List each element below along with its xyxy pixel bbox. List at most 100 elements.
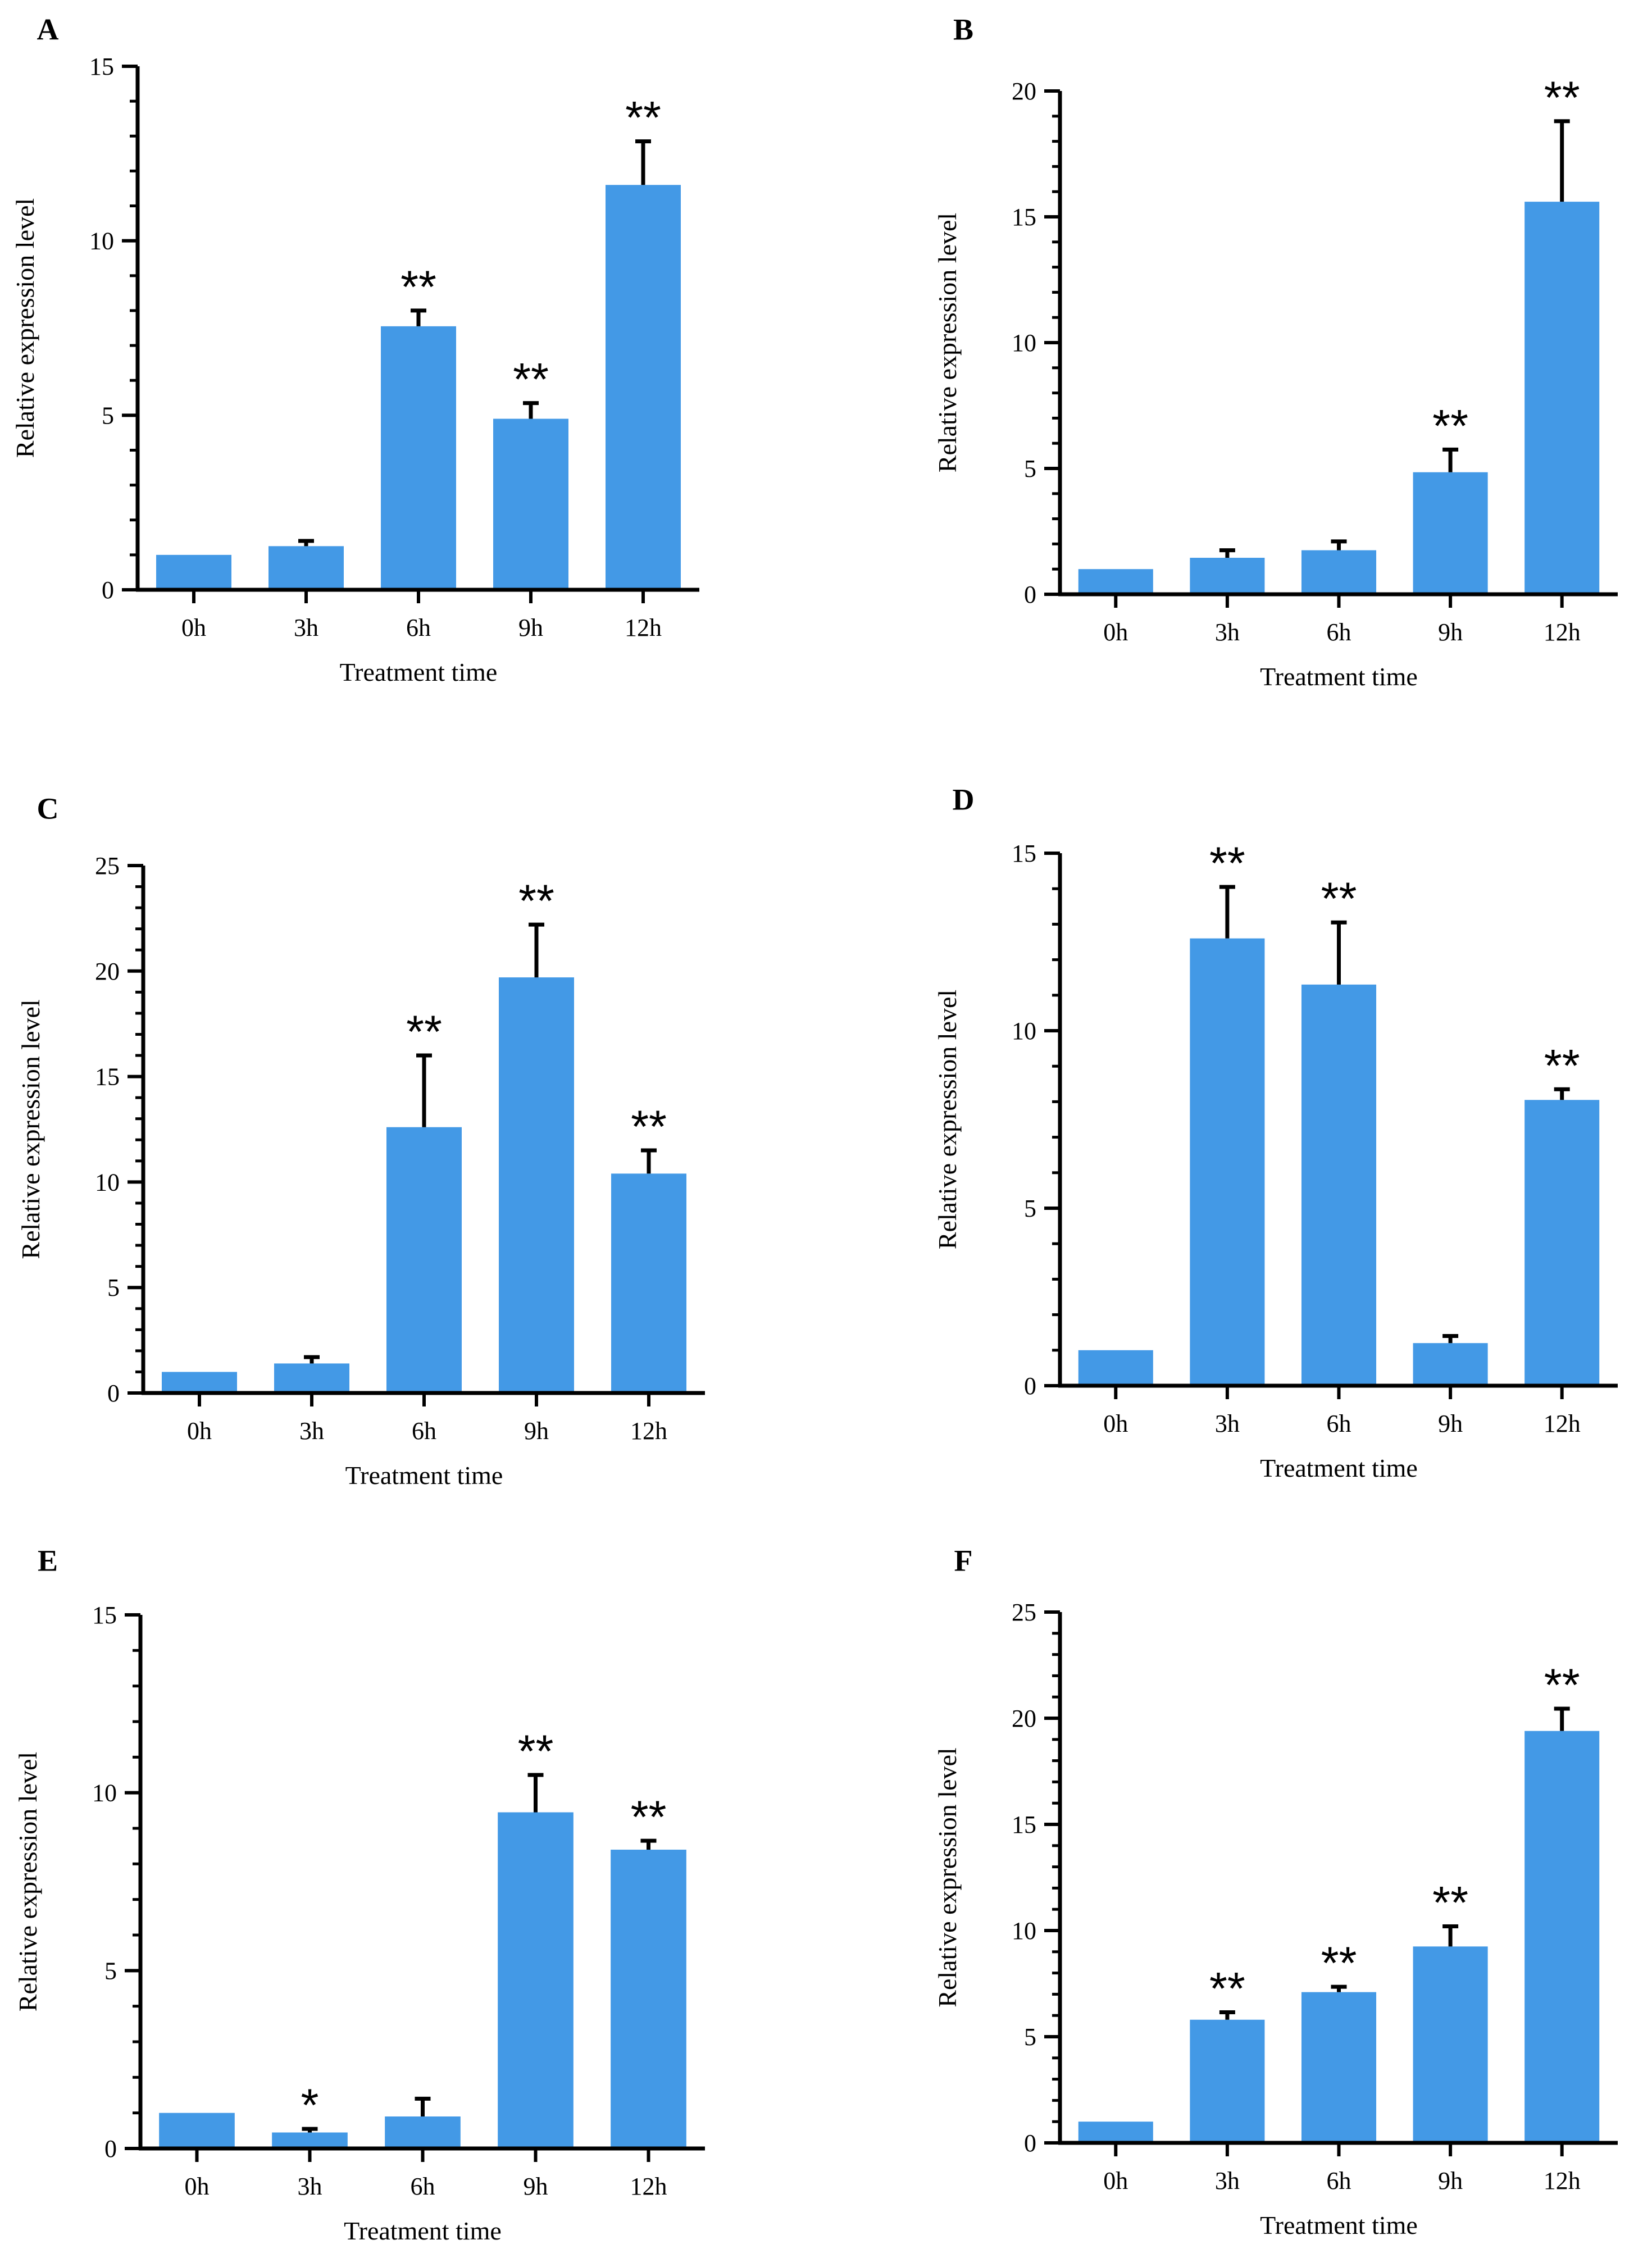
y-tick-label-c-20: 20 [95, 958, 120, 985]
panel-label-b: B [953, 12, 973, 46]
significance-e-12h: ** [631, 1792, 667, 1843]
bar-c-9h [499, 977, 574, 1393]
y-axis-title-b: Relative expression level [933, 213, 962, 472]
y-tick-label-e-0: 0 [104, 2135, 117, 2163]
panel-c: C 0h 3h ** 6h ** 9h ** 12h 0 5 10 15 20 25 Treatment ti… [0, 755, 826, 1511]
x-tick-label-e-12h: 12h [630, 2173, 667, 2200]
panel-d: D 0h ** 3h ** 6h 9h ** 12h 0 5 10 15 Treatment time Re… [826, 755, 1651, 1511]
y-tick-label-e-15: 15 [92, 1601, 117, 1629]
panel-label-c: C [37, 791, 59, 825]
x-tick-label-d-0h: 0h [1103, 1410, 1128, 1437]
significance-f-6h: ** [1321, 1938, 1357, 1989]
bar-a-9h [493, 418, 568, 590]
x-tick-label-a-0h: 0h [181, 614, 206, 641]
x-axis-title-d: Treatment time [1260, 1454, 1418, 1482]
significance-c-9h: ** [518, 876, 554, 927]
x-axis-title-a: Treatment time [340, 658, 498, 686]
x-tick-label-a-12h: 12h [625, 614, 662, 641]
panel-b: B 0h 3h 6h ** 9h ** 12h 0 5 10 15 20 Treatment time Re… [826, 0, 1651, 755]
x-axis-title-c: Treatment time [345, 1461, 503, 1490]
x-tick-label-c-3h: 3h [299, 1417, 324, 1445]
panel-label-e: E [38, 1544, 58, 1577]
x-axis-title-b: Treatment time [1260, 662, 1418, 691]
significance-c-6h: ** [406, 1007, 442, 1058]
significance-d-12h: ** [1544, 1040, 1580, 1091]
x-tick-label-a-3h: 3h [294, 614, 318, 641]
x-tick-label-b-0h: 0h [1103, 618, 1128, 646]
significance-f-9h: ** [1432, 1877, 1468, 1928]
bar-d-6h [1301, 984, 1377, 1386]
significance-a-9h: ** [513, 354, 549, 406]
bar-d-3h [1190, 938, 1265, 1386]
bar-c-6h [386, 1127, 462, 1393]
y-axis-title-d: Relative expression level [933, 990, 962, 1249]
y-tick-label-f-15: 15 [1012, 1811, 1036, 1838]
x-tick-label-e-0h: 0h [185, 2173, 210, 2200]
y-tick-label-f-5: 5 [1024, 2023, 1036, 2051]
x-tick-label-d-12h: 12h [1544, 1410, 1581, 1437]
x-tick-label-e-6h: 6h [411, 2173, 435, 2200]
panel-label-d: D [953, 782, 975, 816]
y-tick-label-b-10: 10 [1012, 329, 1036, 357]
x-tick-label-b-3h: 3h [1215, 618, 1240, 646]
x-tick-label-c-9h: 9h [524, 1417, 549, 1445]
y-tick-label-d-15: 15 [1012, 840, 1036, 867]
significance-e-3h: * [301, 2080, 319, 2131]
y-tick-label-d-0: 0 [1024, 1372, 1036, 1400]
x-tick-label-f-0h: 0h [1103, 2167, 1128, 2195]
bar-f-3h [1190, 2019, 1265, 2143]
significance-e-9h: ** [518, 1726, 554, 1777]
chart-a-svg: A 0h 3h ** 6h ** 9h ** 12h 0 5 10 15 Treatment time Re… [11, 12, 699, 686]
y-tick-label-d-5: 5 [1024, 1195, 1036, 1222]
bar-c-3h [274, 1363, 349, 1393]
chart-c-svg: C 0h 3h ** 6h ** 9h ** 12h 0 5 10 15 20 25 Treatment ti… [16, 791, 705, 1490]
significance-c-12h: ** [631, 1101, 667, 1153]
y-tick-label-f-25: 25 [1012, 1599, 1036, 1626]
x-tick-label-b-6h: 6h [1327, 618, 1351, 646]
bar-e-3h [272, 2132, 348, 2148]
chart-d-svg: D 0h ** 3h ** 6h 9h ** 12h 0 5 10 15 Treatment time Re… [933, 782, 1618, 1482]
bar-a-0h [156, 554, 231, 590]
y-tick-label-c-15: 15 [95, 1063, 120, 1091]
bar-f-9h [1413, 1946, 1488, 2143]
y-axis-title-c: Relative expression level [16, 999, 45, 1259]
x-tick-label-d-9h: 9h [1438, 1410, 1463, 1437]
y-tick-label-e-10: 10 [92, 1779, 117, 1807]
y-tick-label-b-5: 5 [1024, 455, 1036, 482]
panel-label-f: F [954, 1544, 973, 1577]
y-tick-label-a-10: 10 [89, 227, 114, 255]
bar-e-12h [611, 1850, 686, 2148]
x-tick-label-a-6h: 6h [406, 614, 431, 641]
x-tick-label-e-9h: 9h [524, 2173, 548, 2200]
y-tick-label-c-25: 25 [95, 852, 120, 880]
panel-a: A 0h 3h ** 6h ** 9h ** 12h 0 5 10 15 Treatment time Re… [0, 0, 826, 755]
x-tick-label-a-9h: 9h [518, 614, 543, 641]
x-tick-label-c-6h: 6h [412, 1417, 436, 1445]
bar-f-0h [1078, 2122, 1153, 2143]
bar-a-6h [381, 326, 456, 590]
bar-b-6h [1301, 550, 1377, 594]
bar-f-6h [1301, 1992, 1377, 2143]
bar-b-3h [1190, 558, 1265, 594]
y-tick-label-f-0: 0 [1024, 2129, 1036, 2157]
bar-a-3h [268, 546, 344, 590]
bar-e-6h [385, 2116, 461, 2148]
y-tick-label-f-10: 10 [1012, 1917, 1036, 1945]
x-tick-label-f-12h: 12h [1544, 2167, 1581, 2195]
panel-e: E 0h * 3h 6h ** 9h ** 12h 0 5 10 15 Treatment time Rel… [0, 1511, 826, 2266]
bar-b-0h [1078, 569, 1153, 594]
y-axis-title-a: Relative expression level [11, 198, 39, 458]
y-tick-label-b-0: 0 [1024, 581, 1036, 608]
x-tick-label-e-3h: 3h [298, 2173, 322, 2200]
x-tick-label-b-12h: 12h [1544, 618, 1581, 646]
x-tick-label-d-6h: 6h [1327, 1410, 1351, 1437]
x-tick-label-f-9h: 9h [1438, 2167, 1463, 2195]
significance-b-12h: ** [1544, 72, 1580, 124]
bar-e-0h [159, 2113, 235, 2148]
significance-b-9h: ** [1432, 400, 1468, 452]
x-tick-label-c-0h: 0h [187, 1417, 212, 1445]
bar-b-12h [1524, 202, 1600, 594]
significance-f-3h: ** [1209, 1964, 1245, 2015]
x-tick-label-d-3h: 3h [1215, 1410, 1240, 1437]
y-tick-label-a-15: 15 [89, 53, 114, 80]
